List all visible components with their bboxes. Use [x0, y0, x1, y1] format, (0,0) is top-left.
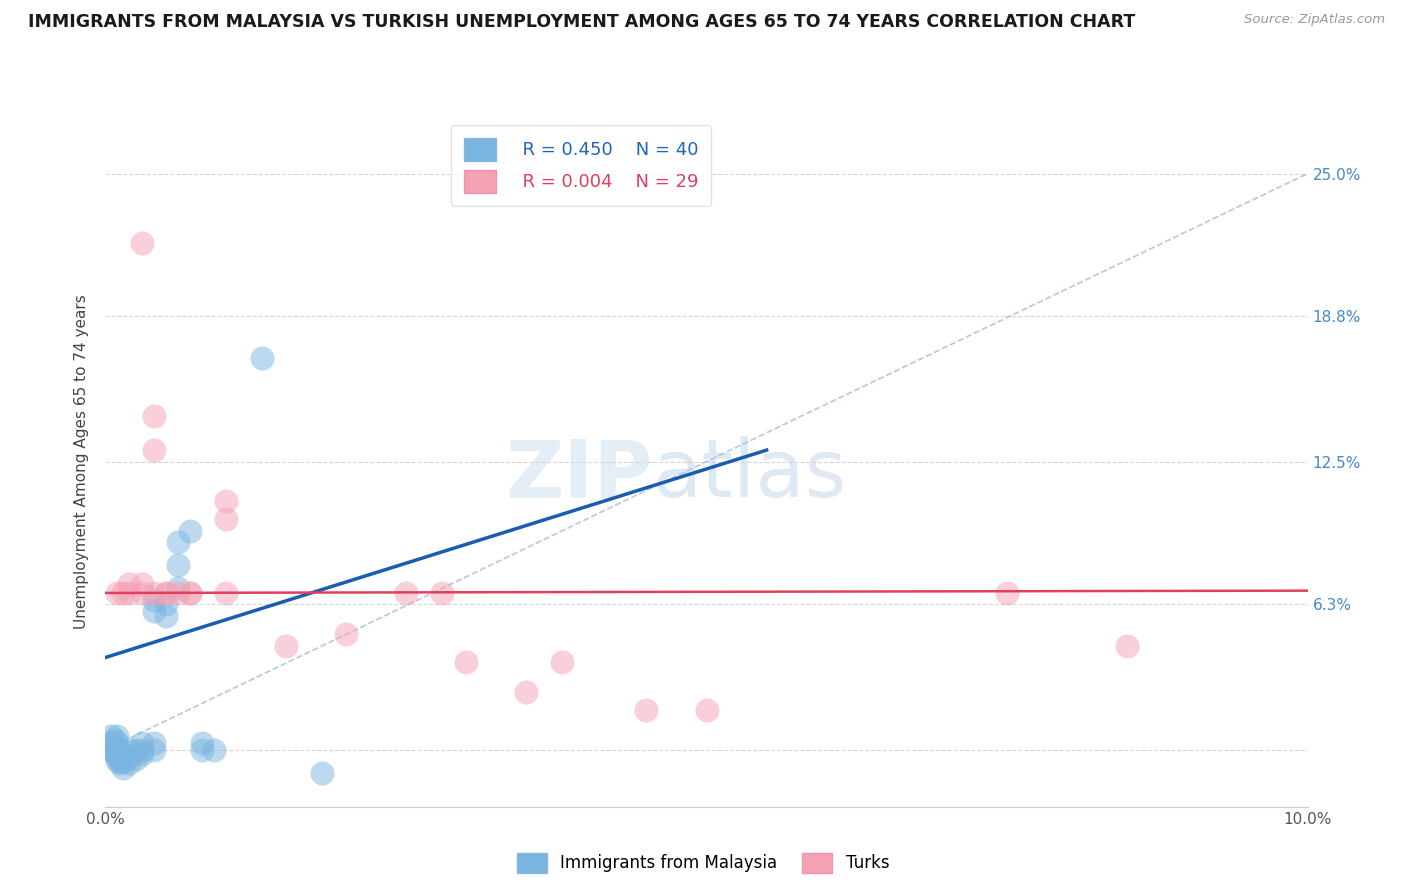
Point: [104, 742, 127, 756]
Point: [696, 703, 718, 717]
Point: [107, 736, 129, 750]
Point: [124, 742, 146, 756]
Point: [202, 742, 225, 756]
Point: [142, 736, 165, 750]
Point: [131, 747, 153, 762]
Point: [250, 351, 273, 365]
Point: [551, 655, 574, 669]
Point: [214, 512, 236, 526]
Point: [142, 443, 165, 458]
Point: [107, 586, 129, 600]
Y-axis label: Unemployment Among Ages 65 to 74 years: Unemployment Among Ages 65 to 74 years: [75, 294, 90, 629]
Point: [179, 586, 201, 600]
Point: [166, 535, 188, 549]
Point: [1116, 639, 1139, 653]
Point: [179, 586, 201, 600]
Point: [190, 742, 212, 756]
Point: [104, 733, 127, 747]
Text: Source: ZipAtlas.com: Source: ZipAtlas.com: [1244, 13, 1385, 27]
Text: atlas: atlas: [652, 436, 846, 515]
Point: [179, 524, 201, 538]
Point: [155, 609, 177, 624]
Point: [108, 747, 131, 762]
Point: [214, 586, 236, 600]
Point: [112, 754, 135, 768]
Point: [155, 598, 177, 612]
Point: [995, 586, 1018, 600]
Point: [395, 586, 418, 600]
Point: [430, 586, 453, 600]
Point: [104, 747, 127, 762]
Point: [166, 558, 188, 573]
Point: [131, 586, 153, 600]
Point: [214, 493, 236, 508]
Point: [155, 586, 177, 600]
Point: [108, 752, 131, 766]
Point: [100, 742, 122, 756]
Point: [454, 655, 477, 669]
Point: [166, 582, 188, 596]
Point: [131, 736, 153, 750]
Point: [166, 586, 188, 600]
Point: [335, 627, 357, 641]
Point: [100, 729, 122, 743]
Point: [100, 736, 122, 750]
Legend: Immigrants from Malaysia, Turks: Immigrants from Malaysia, Turks: [510, 847, 896, 880]
Point: [636, 703, 658, 717]
Text: ZIP: ZIP: [505, 436, 652, 515]
Point: [118, 576, 141, 591]
Point: [155, 586, 177, 600]
Point: [107, 749, 129, 764]
Point: [107, 729, 129, 743]
Point: [118, 749, 141, 764]
Point: [118, 756, 141, 771]
Point: [112, 586, 135, 600]
Point: [108, 756, 131, 771]
Point: [142, 604, 165, 618]
Point: [142, 409, 165, 423]
Point: [112, 761, 135, 775]
Point: [190, 736, 212, 750]
Point: [274, 639, 297, 653]
Point: [142, 586, 165, 600]
Point: [107, 754, 129, 768]
Point: [118, 586, 141, 600]
Point: [142, 742, 165, 756]
Point: [112, 747, 135, 762]
Point: [311, 765, 333, 780]
Point: [118, 742, 141, 756]
Text: IMMIGRANTS FROM MALAYSIA VS TURKISH UNEMPLOYMENT AMONG AGES 65 TO 74 YEARS CORRE: IMMIGRANTS FROM MALAYSIA VS TURKISH UNEM…: [28, 13, 1136, 31]
Legend:   R = 0.450    N = 40,   R = 0.004    N = 29: R = 0.450 N = 40, R = 0.004 N = 29: [451, 125, 711, 206]
Point: [142, 593, 165, 607]
Point: [124, 752, 146, 766]
Point: [107, 742, 129, 756]
Point: [131, 235, 153, 250]
Point: [515, 685, 537, 699]
Point: [131, 576, 153, 591]
Point: [131, 742, 153, 756]
